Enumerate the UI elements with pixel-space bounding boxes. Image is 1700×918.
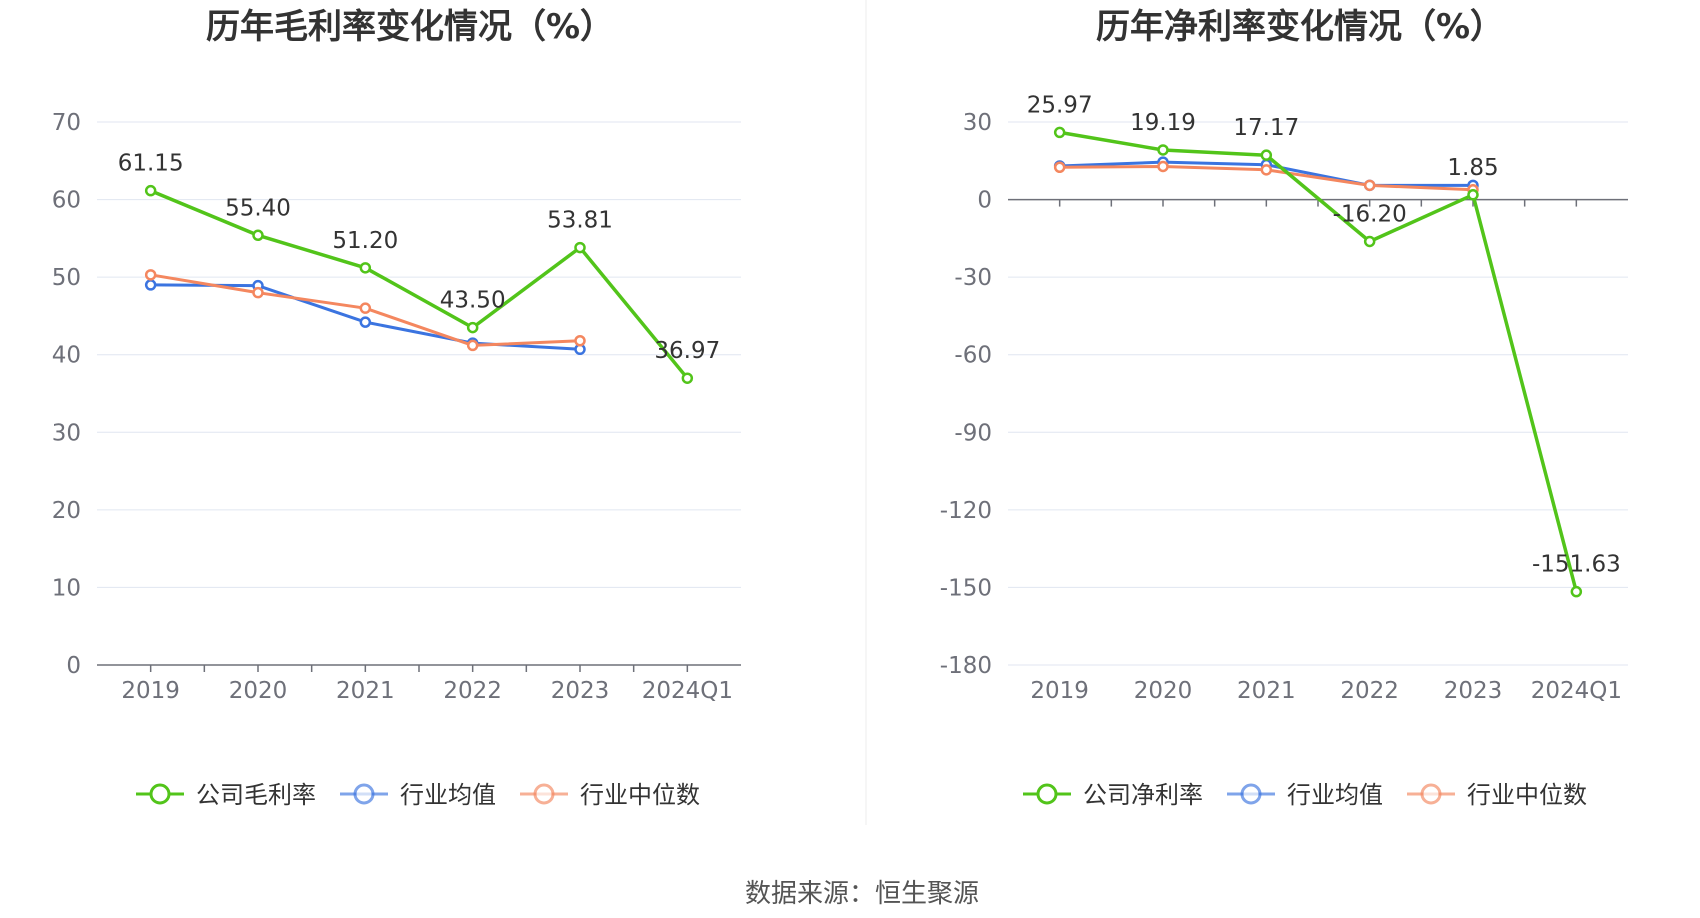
data-point-company	[1053, 126, 1066, 139]
legend-label: 行业均值	[400, 781, 496, 809]
x-tick-label: 2024Q1	[1531, 678, 1622, 704]
data-source: 数据来源：恒生聚源	[745, 879, 979, 909]
y-tick-label: 60	[52, 188, 81, 214]
data-point-company	[681, 372, 694, 384]
data-label: -151.63	[1532, 552, 1621, 578]
y-tick-label: -30	[954, 265, 992, 291]
y-tick-label: 70	[52, 110, 81, 136]
data-point-company	[1157, 144, 1169, 156]
data-label: 55.40	[225, 195, 291, 221]
data-point-industry_median	[574, 335, 586, 347]
y-tick-label: -60	[954, 343, 992, 369]
legend-item-industry_avg: 行业均值	[1227, 781, 1383, 809]
data-point-industry_median	[252, 286, 264, 299]
series-company: 25.97 19.19 17.17 -16.20 1.85 -151.63	[1027, 92, 1621, 598]
y-tick-label: 50	[52, 265, 81, 291]
y-tick-label: -180	[940, 653, 992, 679]
legend-label: 行业均值	[1287, 781, 1383, 809]
data-point-company	[359, 262, 372, 274]
legend-marker	[1420, 783, 1442, 805]
data-label: -16.20	[1333, 201, 1407, 227]
legend-item-industry_avg: 行业均值	[340, 781, 496, 809]
x-tick-label: 2023	[1444, 678, 1503, 704]
gross-margin-chart: 历年毛利率变化情况（%） 0 10 20 30 40 50 60 70 2019 2020 2021 2…	[52, 7, 741, 809]
y-tick-label: -90	[954, 420, 992, 446]
data-point-company	[1570, 585, 1583, 598]
y-tick-label: 40	[52, 343, 81, 369]
x-tick-label: 2020	[1134, 678, 1193, 704]
x-tick-label: 2023	[551, 678, 610, 704]
legend-item-company: 公司净利率	[1023, 781, 1203, 809]
legend-item-industry_median: 行业中位数	[520, 781, 700, 809]
data-point-industry_median	[1363, 179, 1376, 192]
y-tick-label: 30	[963, 110, 992, 136]
y-tick-label: -120	[940, 498, 992, 524]
series-line-company	[1059, 130, 1578, 593]
chart-title: 历年毛利率变化情况（%）	[206, 7, 614, 47]
y-tick-label: 20	[52, 498, 81, 524]
data-point-industry_median	[359, 302, 372, 314]
data-point-industry_median	[1260, 164, 1273, 176]
series-industry_median	[144, 269, 586, 352]
legend: 公司毛利率 行业均值 行业中位数	[136, 781, 700, 809]
data-label: 36.97	[654, 338, 720, 364]
data-label: 19.19	[1130, 110, 1196, 136]
x-tick-label: 2019	[121, 678, 180, 704]
data-point-company	[252, 229, 264, 242]
y-tick-label: -150	[940, 575, 992, 601]
data-point-company	[466, 321, 479, 334]
data-point-industry_avg	[144, 279, 157, 291]
series-company: 61.15 55.40 51.20 43.50 53.81 36.97	[118, 151, 720, 384]
data-point-industry_avg	[359, 316, 372, 328]
data-label: 53.81	[547, 208, 613, 234]
data-point-company	[1260, 149, 1273, 161]
legend-marker	[533, 783, 555, 805]
x-tick-label: 2021	[336, 678, 395, 704]
series-line-company	[150, 189, 689, 380]
data-point-company	[1363, 235, 1376, 248]
y-tick-label: 30	[52, 420, 81, 446]
legend-item-industry_median: 行业中位数	[1407, 781, 1587, 809]
legend-marker	[149, 783, 171, 805]
data-point-company	[1467, 189, 1479, 201]
y-tick-label: 10	[52, 575, 81, 601]
x-tick-label: 2020	[229, 678, 288, 704]
x-tick-label: 2024Q1	[642, 678, 733, 704]
legend-marker	[1240, 783, 1262, 805]
legend: 公司净利率 行业均值 行业中位数	[1023, 781, 1587, 809]
data-point-company	[574, 241, 586, 254]
series-industry_median	[1053, 160, 1479, 196]
legend-item-company: 公司毛利率	[136, 781, 316, 809]
data-point-industry_median	[144, 269, 157, 281]
data-point-industry_median	[1053, 161, 1066, 173]
x-tick-label: 2019	[1030, 678, 1089, 704]
data-label: 25.97	[1027, 92, 1093, 118]
legend-marker	[353, 783, 375, 805]
legend-marker	[1036, 783, 1058, 805]
chart-title: 历年净利率变化情况（%）	[1096, 7, 1504, 47]
legend-label: 公司净利率	[1083, 781, 1203, 809]
y-tick-label: 0	[977, 188, 992, 214]
legend-label: 行业中位数	[1467, 781, 1587, 809]
data-label: 17.17	[1233, 115, 1299, 141]
y-tick-label: 0	[66, 653, 81, 679]
net-margin-chart: 历年净利率变化情况（%） -180 -150 -120 -90 -60 -30 0 30 2019…	[940, 7, 1628, 809]
x-tick-label: 2022	[1340, 678, 1399, 704]
data-point-industry_median	[466, 339, 479, 352]
data-point-company	[144, 184, 157, 197]
x-tick-label: 2022	[443, 678, 502, 704]
legend-label: 公司毛利率	[196, 781, 316, 809]
data-label: 43.50	[440, 288, 506, 314]
data-label: 1.85	[1447, 155, 1498, 181]
data-label: 61.15	[118, 151, 184, 177]
x-tick-label: 2021	[1237, 678, 1296, 704]
legend-label: 行业中位数	[580, 781, 700, 809]
data-point-industry_median	[1157, 160, 1169, 173]
data-label: 51.20	[332, 228, 398, 254]
